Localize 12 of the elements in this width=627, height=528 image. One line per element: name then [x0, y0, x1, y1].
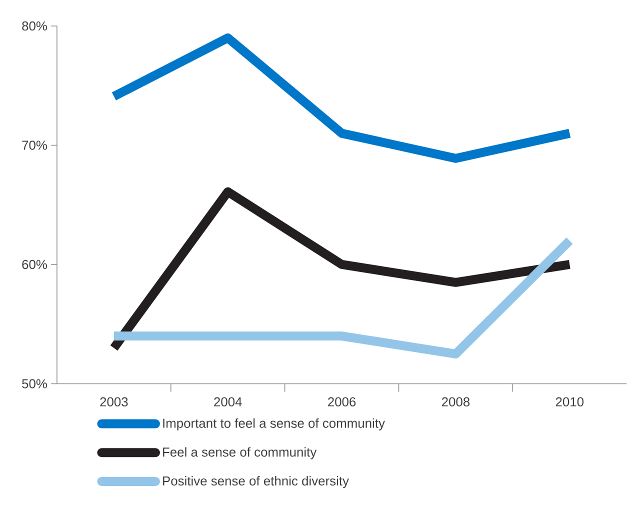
- legend-label: Feel a sense of community: [163, 447, 317, 460]
- x-tick-label: 2010: [556, 397, 584, 407]
- y-tick-label: 70%: [22, 140, 47, 150]
- x-tick-label: 2008: [442, 397, 470, 407]
- x-tick-label: 2006: [328, 397, 356, 407]
- y-tick-label: 60%: [22, 260, 47, 270]
- x-tick-label: 2004: [214, 397, 242, 407]
- x-tick-label: 2003: [100, 397, 128, 407]
- legend-label: Important to feel a sense of community: [163, 418, 385, 431]
- y-tick-label: 80%: [22, 22, 47, 31]
- y-tick-label: 50%: [22, 379, 47, 388]
- legend-label: Positive sense of ethnic diversity: [163, 476, 349, 488]
